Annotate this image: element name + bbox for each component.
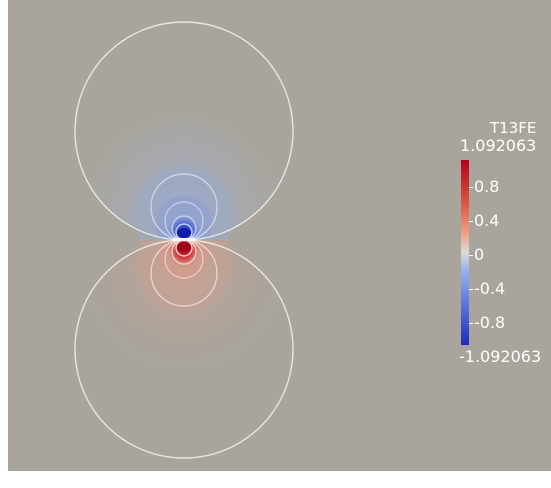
positive-peak	[177, 242, 191, 252]
field-plot	[74, 20, 294, 459]
render-viewport[interactable]: T13FE 1.092063 0.8 0.4 0 -0.4 -0.8 -1.09…	[8, 0, 551, 471]
bottom-margin	[0, 471, 551, 488]
negative-peak	[177, 228, 191, 238]
dipole-gap	[173, 238, 195, 241]
positive-lobe	[74, 240, 294, 456]
contour-lines	[74, 21, 294, 459]
